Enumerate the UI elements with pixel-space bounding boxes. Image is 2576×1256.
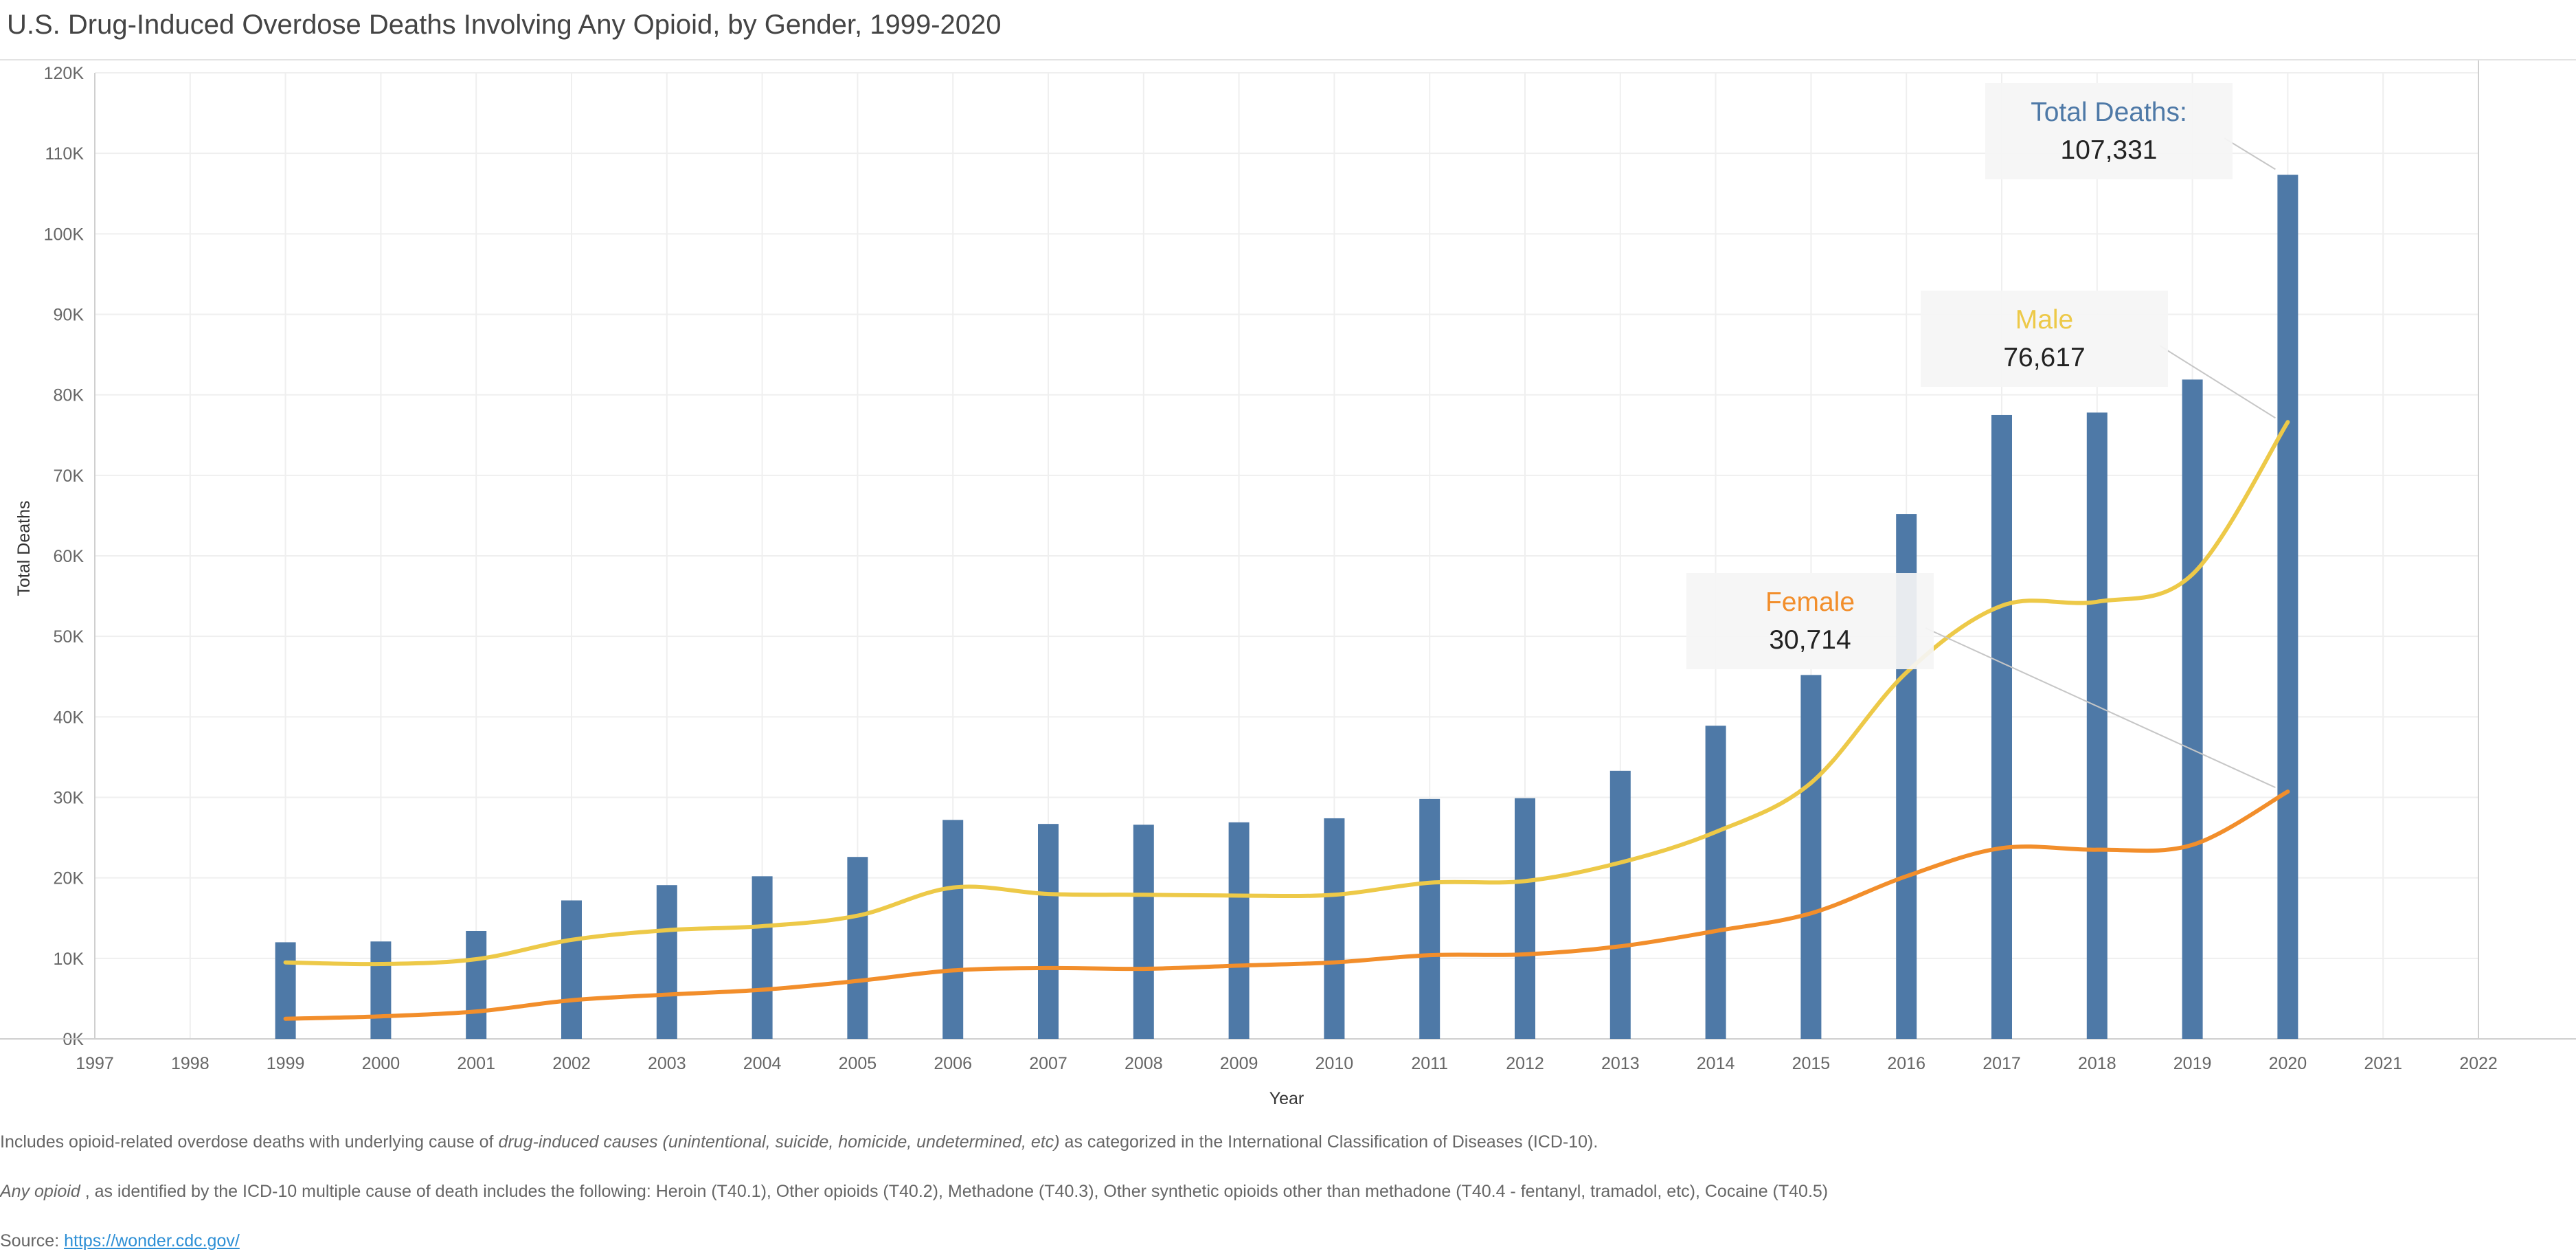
x-tick-label: 2007 [1029,1054,1067,1073]
footnote-any-opioid: Any opioid , as identified by the ICD-10… [0,1182,1828,1202]
y-tick-label: 120K [44,64,84,83]
x-tick-label: 2002 [552,1054,591,1073]
bar-total-deaths [1705,726,1726,1039]
y-axis-title: Total Deaths [14,501,34,596]
y-tick-label: 10K [54,950,84,969]
x-tick-label: 1999 [267,1054,305,1073]
footnote-source: Source: https://wonder.cdc.gov/ [0,1231,240,1251]
footnote-any-opioid-italic: Any opioid [0,1182,80,1201]
title-divider [0,59,2576,60]
x-tick-label: 2010 [1315,1054,1354,1073]
bar-total-deaths [1419,798,1440,1039]
x-tick-label: 2004 [743,1054,782,1073]
line-female [283,789,2290,1021]
x-tick-label: 2011 [1411,1054,1448,1073]
x-tick-label: 2006 [934,1054,972,1073]
footnote-definition-post: as categorized in the International Clas… [1059,1132,1598,1152]
bar-total-deaths [1133,825,1154,1039]
y-axis: 0K10K20K30K40K50K60K70K80K90K100K110K120… [44,60,2479,1049]
x-tick-label: 2012 [1506,1054,1544,1073]
bar-total-deaths [1324,818,1345,1039]
x-tick-label: 2018 [2078,1054,2116,1073]
y-tick-label: 20K [54,869,84,888]
series-lines [283,420,2290,1021]
y-tick-label: 90K [54,306,84,325]
bar-total-deaths [1991,414,2012,1039]
footnote-definition-italic: drug-induced causes (unintentional, suic… [498,1132,1060,1152]
footnote-definition: Includes opioid-related overdose deaths … [0,1132,1598,1152]
bar-total-deaths [2277,175,2298,1039]
callout-value-total-deaths: 107,331 [2061,135,2158,165]
x-tick-label: 2017 [1982,1054,2021,1073]
x-tick-label: 2019 [2173,1054,2212,1073]
y-tick-label: 60K [54,547,84,566]
bar-total-deaths [1800,675,1822,1039]
bar-total-deaths [2086,412,2108,1039]
y-tick-label: 30K [54,789,84,808]
chart: 0K10K20K30K40K50K60K70K80K90K100K110K120… [0,60,2576,1105]
callout-box-total-deaths [1985,83,2233,179]
y-tick-label: 70K [54,467,84,486]
x-tick-label: 1998 [171,1054,210,1073]
callout-leader-male [2159,345,2276,419]
x-axis-title: Year [1269,1089,1304,1105]
bar-total-deaths [942,820,964,1039]
bar-total-deaths [2182,379,2203,1039]
callout-label-total-deaths: Total Deaths: [2031,98,2187,127]
bar-total-deaths [1228,822,1250,1039]
callout-leader-female [1925,627,2276,789]
bar-total-deaths [1038,824,1059,1039]
x-tick-label: 2016 [1887,1054,1925,1073]
x-tick-label: 2003 [648,1054,686,1073]
y-tick-label: 80K [54,386,84,405]
x-tick-label: 2009 [1220,1054,1258,1073]
callout-box-male [1921,291,2168,387]
x-tick-label: 1997 [76,1054,114,1073]
bar-total-deaths [561,900,582,1039]
bar-total-deaths [752,876,773,1039]
x-tick-label: 2020 [2269,1054,2307,1073]
line-male [283,420,2290,967]
x-tick-label: 2000 [362,1054,400,1073]
bars-total-deaths [275,175,2298,1039]
callout-label-male: Male [2015,305,2074,335]
callout-label-female: Female [1765,587,1855,617]
y-tick-label: 40K [54,708,84,727]
footnote-any-opioid-post: , as identified by the ICD-10 multiple c… [80,1182,1829,1201]
bar-total-deaths [1515,798,1535,1039]
callouts: Total Deaths: 107,331 Male 76,617 Female 30,7… [1686,83,2276,789]
y-tick-label: 100K [44,225,84,244]
x-tick-label: 2005 [839,1054,877,1073]
bar-total-deaths [656,885,677,1039]
x-axis: 1997 1998 1999 2000 2001 2002 2003 2004 2005 2006… [0,1038,2576,1073]
source-link[interactable]: https://wonder.cdc.gov/ [64,1231,240,1251]
callout-value-female: 30,714 [1769,625,1851,655]
bar-total-deaths [847,857,868,1039]
bar-total-deaths [275,942,296,1039]
x-tick-label: 2021 [2364,1054,2402,1073]
bar-total-deaths [1609,770,1631,1039]
x-tick-label: 2008 [1125,1054,1163,1073]
bar-total-deaths [466,930,487,1039]
x-tick-label: 2015 [1792,1054,1831,1073]
chart-title: U.S. Drug-Induced Overdose Deaths Involv… [7,10,1002,40]
callout-leader-total-deaths [2224,137,2276,170]
bar-total-deaths [370,941,392,1039]
x-tick-label: 2014 [1697,1054,1735,1073]
y-tick-label: 50K [54,627,84,647]
source-label: Source: [0,1231,65,1251]
x-tick-label: 2022 [2459,1054,2498,1073]
x-tick-label: 2013 [1601,1054,1640,1073]
x-tick-label: 2001 [457,1054,495,1073]
callout-box-female [1686,573,1934,669]
callout-value-male: 76,617 [2003,343,2085,372]
y-tick-label: 110K [45,144,84,164]
footnote-definition-pre: Includes opioid-related overdose deaths … [0,1132,499,1152]
